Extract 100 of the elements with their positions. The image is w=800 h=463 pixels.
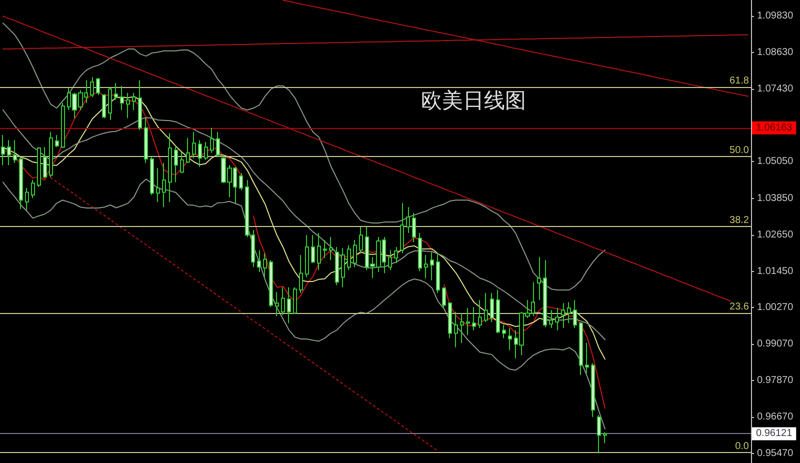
- candlestick: [287, 286, 291, 324]
- ref-line-label: 0.96121: [756, 428, 793, 440]
- candlestick: [400, 202, 404, 254]
- candlestick: [460, 312, 464, 344]
- candlestick: [502, 324, 506, 339]
- candlestick: [31, 180, 35, 198]
- candlestick: [508, 328, 512, 350]
- candlestick: [192, 131, 196, 159]
- line-series: [2, 178, 606, 430]
- candlestick: [406, 206, 410, 234]
- candlestick: [466, 307, 470, 336]
- candlestick: [239, 172, 243, 191]
- text: 欧美日线图: [421, 88, 526, 112]
- line-series: [2, 22, 606, 290]
- y-tick-label: 1.01450: [757, 266, 794, 277]
- candlestick: [108, 88, 112, 121]
- candlestick: [162, 162, 166, 208]
- annotation: 0.0: [735, 441, 750, 452]
- candlestick: [120, 85, 124, 110]
- candlestick: [293, 286, 297, 315]
- candlestick: [549, 310, 553, 329]
- line-series: [50, 177, 439, 452]
- candlestick: [257, 250, 261, 273]
- candlestick: [591, 362, 595, 418]
- candlestick: [174, 146, 178, 183]
- candlestick: [472, 306, 476, 331]
- candlestick: [418, 232, 422, 272]
- candlestick: [186, 137, 190, 164]
- candlestick: [537, 256, 541, 301]
- candlestick: [216, 131, 220, 158]
- candlestick: [61, 102, 65, 149]
- candlestick: [353, 240, 357, 268]
- candlestick: [585, 342, 589, 374]
- candlestick: [263, 252, 267, 278]
- candlestick: [102, 94, 106, 119]
- annotation: 61.8: [730, 75, 750, 86]
- candlestick: [126, 92, 130, 119]
- candlestick: [1, 134, 5, 166]
- candlestick: [90, 76, 94, 98]
- candlestick: [603, 432, 607, 444]
- annotation: 23.6: [730, 301, 750, 312]
- candlestick: [114, 82, 118, 100]
- y-tick-label: 0.97870: [757, 374, 794, 386]
- candlestick: [317, 232, 321, 271]
- candlestick: [204, 141, 208, 160]
- candlestick: [168, 132, 172, 202]
- candlestick: [55, 134, 59, 148]
- candlestick: [478, 300, 482, 329]
- y-tick-label: 1.05050: [757, 156, 794, 168]
- y-tick-label: 0.95470: [757, 448, 794, 460]
- candlestick: [329, 236, 333, 261]
- candlestick: [341, 247, 345, 288]
- y-tick-label: 1.00270: [757, 302, 794, 313]
- candlestick: [323, 240, 327, 258]
- annotation: 50.0: [730, 145, 750, 156]
- candlestick: [567, 302, 571, 324]
- candlestick: [359, 226, 363, 254]
- candlestick: [454, 311, 458, 348]
- candlestick: [424, 254, 428, 279]
- y-tick-label: 0.96670: [757, 412, 794, 423]
- candlestick: [281, 286, 285, 316]
- candlestick: [7, 140, 11, 166]
- candlestick: [305, 234, 309, 278]
- y-tick-label: 1.08630: [757, 47, 794, 58]
- candlestick: [394, 246, 398, 264]
- candlestick: [43, 146, 47, 179]
- candlestick: [245, 180, 249, 238]
- candlestick: [13, 140, 17, 164]
- candlestick: [19, 156, 23, 210]
- candlestick: [156, 168, 160, 202]
- candlestick: [448, 302, 452, 339]
- candlestick: [299, 254, 303, 294]
- candlestick: [412, 212, 416, 243]
- candlestick: [335, 246, 339, 286]
- candlestick: [561, 302, 565, 329]
- y-tick-label: 1.09830: [757, 10, 794, 22]
- candlestick: [275, 292, 279, 317]
- candlestick: [269, 260, 273, 308]
- candlestick: [597, 414, 601, 454]
- y-tick-label: 0.99070: [757, 338, 794, 350]
- candlestick: [96, 77, 100, 96]
- ref-line-label: 1.06163: [756, 122, 793, 134]
- y-tick-label: 1.07430: [757, 84, 794, 95]
- candlestick: [25, 187, 29, 211]
- candlestick: [573, 300, 577, 329]
- candlestick: [490, 292, 494, 322]
- candlestick: [347, 244, 351, 271]
- candlestick: [251, 229, 255, 268]
- candlestick: [49, 131, 53, 178]
- candlestick: [388, 250, 392, 271]
- candlestick: [543, 260, 547, 328]
- candlestick: [144, 118, 148, 164]
- annotation: 38.2: [730, 214, 750, 226]
- candlestick: [579, 321, 583, 376]
- candlestick: [430, 252, 434, 281]
- candlestick: [210, 127, 214, 154]
- y-tick-label: 1.03850: [757, 192, 794, 204]
- candlestick: [150, 156, 154, 196]
- candlestick: [484, 292, 488, 322]
- candlestick: [132, 92, 136, 110]
